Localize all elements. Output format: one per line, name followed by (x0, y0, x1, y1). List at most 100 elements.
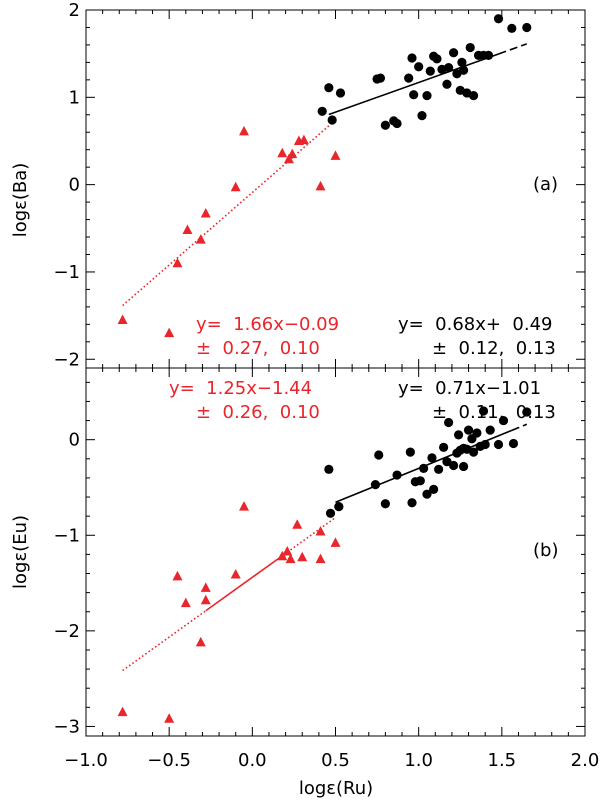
panel-b-triangle-point (330, 537, 341, 547)
panel-a-circle-point (417, 111, 427, 121)
panel-b-circle-point (434, 464, 444, 474)
panel-b-red-fit-dotted (122, 610, 207, 672)
panel-b-fit-lines (122, 423, 528, 672)
panel-b-circle-point (522, 407, 532, 417)
panel-b-triangle-point (292, 519, 303, 529)
panel-a-triangle-point (315, 180, 326, 191)
panel-a-triangle-point (172, 257, 183, 268)
panel-b-circle-point (480, 439, 490, 450)
panel-a-triangle-point (330, 150, 341, 160)
panel-b-circle-point (334, 501, 344, 512)
panel-b-triangle-point (239, 501, 250, 511)
panel-b-x-ticks (85, 368, 586, 736)
panel-a-label: (a) (533, 174, 558, 195)
panel-a-circle-point (335, 88, 346, 98)
panel-a-circle-point (448, 48, 459, 58)
panel-b-circle-point (415, 476, 425, 486)
panel-b-circle-point (453, 430, 464, 440)
panel-b-black-equation: y= 0.71x−1.01 (398, 378, 541, 399)
panel-b-triangle-point (277, 550, 288, 561)
panel-b-circle-point (468, 447, 479, 457)
panel-b-black-fit-dashed (511, 423, 528, 432)
panel-b-triangle-point (315, 525, 326, 536)
panel-a-circle-point (425, 66, 435, 76)
panel-a-triangle-point (195, 234, 206, 244)
x-tick-label: −0.5 (147, 750, 191, 771)
panel-b-circle-point (508, 438, 519, 449)
panel-a-y-tick-label: −2 (53, 349, 80, 370)
panel-b-triangle-point (164, 713, 175, 723)
panel-a-red-errors: ± 0.27, 0.10 (196, 338, 320, 359)
panel-a-circle-point (317, 106, 327, 116)
panel-b-circle-point (463, 425, 474, 435)
panel-a-circle-point (422, 90, 432, 101)
panel-b-circle-point (380, 499, 390, 509)
panel-a-triangle-point (182, 224, 193, 235)
panel-b-ylabel: logε(Eu) (10, 515, 31, 589)
panel-b-circle-point (444, 417, 454, 428)
panel-a-circle-point (457, 57, 467, 67)
panel-b-red-errors: ± 0.26, 0.10 (196, 402, 320, 423)
panel-a-circle-point (507, 23, 517, 33)
panel-a-circle-point (407, 53, 417, 63)
panel-b-circle-point (324, 464, 334, 474)
panel-b-black-errors: ± 0.11, 0.13 (432, 402, 556, 423)
panel-a-triangle-point (230, 181, 241, 192)
panel-b-circle-point (405, 447, 415, 457)
panel-a-circle-point (375, 73, 386, 83)
panel-a-y-tick-label: −1 (53, 262, 80, 283)
panel-a-circle-point (404, 73, 414, 83)
x-axis-label: logε(Ru) (299, 778, 373, 799)
panel-b-circle-point (407, 498, 417, 508)
panel-a-triangle-point (298, 134, 309, 145)
panel-a-circle-point (380, 120, 390, 130)
panel-b-circle-point (374, 450, 384, 460)
panel-b-label: (b) (533, 540, 558, 561)
x-tick-labels: −1.0 −0.5 0.0 0.5 1.0 1.5 2.0 (64, 750, 599, 771)
panel-a-circle-point (493, 14, 504, 24)
panel-b-triangle-point (282, 546, 293, 556)
panel-a-circle-point (324, 83, 334, 93)
panel-b-triangle-point (315, 553, 326, 564)
panel-b-circle-point (392, 470, 402, 480)
panel-a-triangle-point (277, 147, 288, 158)
panel-a-circle-point (468, 90, 479, 101)
panel-b-circle-point (442, 457, 452, 467)
x-tick-label: 0.0 (238, 750, 267, 771)
panel-b-circle-point (370, 480, 381, 490)
x-tick-label: 1.5 (488, 750, 517, 771)
panel-b-points (117, 406, 532, 723)
panel-b-circle-point (419, 463, 429, 473)
panel-a-circle-point (327, 115, 337, 125)
panel-b-y-tick-label: −2 (53, 621, 80, 642)
panel-a-circle-point (458, 65, 469, 75)
panel-a-triangle-point (239, 125, 250, 136)
panel-a-circle-point (483, 50, 494, 61)
panel-a-circle-point (409, 90, 419, 100)
panel-b-red-fit-dotted-upper (286, 516, 336, 553)
panel-b-y-tick-label: 0 (69, 430, 80, 451)
panel-a-points (117, 14, 532, 338)
panel-b-circle-point (498, 415, 509, 426)
panel-a-triangle-point (164, 327, 175, 338)
panel-a-circle-point (442, 79, 452, 89)
panel-b-triangle-point (180, 597, 191, 608)
x-tick-label: 0.5 (321, 750, 350, 771)
panel-b-circle-point (458, 461, 469, 472)
panel-b-circle-point (325, 508, 336, 518)
panel-a-circle-point (414, 62, 424, 72)
panel-b-triangle-point (117, 706, 128, 717)
panel-b-circle-point (422, 489, 432, 499)
panel-b-triangle-point (200, 594, 211, 605)
panel-a-triangle-point (283, 153, 294, 164)
panel-a-y-tick-label: 0 (69, 175, 80, 196)
panel-a-circle-point (444, 63, 454, 73)
panel-b: −3 −2 −1 0 logε(Eu) (b) y= 1.25x−1.44 ± 0.2… (10, 367, 586, 737)
x-tick-label: −1.0 (64, 750, 108, 771)
panel-a-circle-point (465, 42, 475, 53)
panel-a-triangle-point (117, 314, 128, 324)
panel-a-black-equation: y= 0.68x+ 0.49 (398, 314, 553, 335)
panel-a-y-tick-label: 2 (69, 0, 80, 21)
panel-b-circle-point (472, 428, 482, 438)
